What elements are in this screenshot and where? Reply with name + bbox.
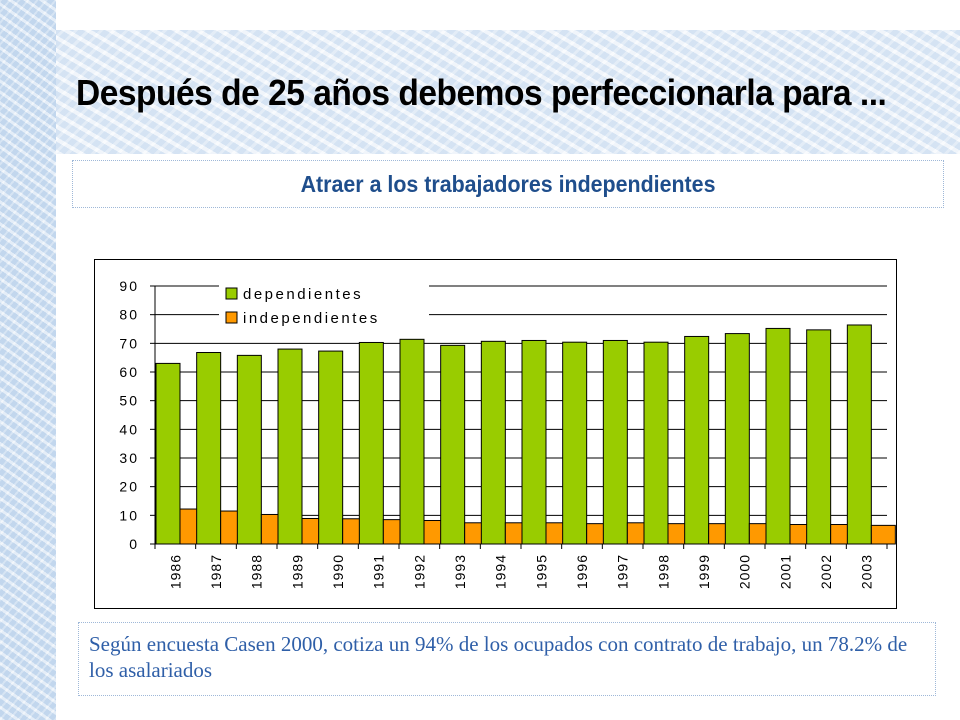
- x-tick-label: 1993: [452, 554, 468, 589]
- title-band: [56, 30, 960, 154]
- bar-dependientes-1991: [358, 341, 384, 545]
- legend-label-independientes: independientes: [243, 310, 380, 327]
- x-tick-label: 2003: [859, 554, 875, 589]
- bar-dependientes-1992: [399, 338, 425, 545]
- bar-dependientes-1990: [318, 350, 344, 545]
- x-tick-label: 1999: [696, 554, 712, 589]
- y-tick-label: 30: [119, 450, 139, 466]
- x-tick-label: 1986: [167, 554, 183, 589]
- x-tick-label: 1996: [574, 554, 590, 589]
- page-title: Después de 25 años debemos perfeccionarl…: [76, 72, 887, 113]
- x-tick-label: 1992: [411, 554, 427, 589]
- legend-box: [219, 280, 429, 328]
- y-tick-label: 0: [129, 536, 139, 552]
- bar-dependientes-2003: [846, 324, 872, 545]
- legend-label-dependientes: dependientes: [243, 286, 363, 303]
- y-tick-label: 80: [119, 307, 139, 323]
- legend-swatch-dependientes: [225, 287, 238, 300]
- x-tick-label: 1997: [615, 554, 631, 589]
- left-decorative-texture: [0, 0, 56, 720]
- bar-dependientes-1988: [236, 354, 262, 545]
- y-tick-label: 90: [119, 278, 139, 294]
- y-tick-label: 70: [119, 335, 139, 351]
- x-tick-label: 2002: [818, 554, 834, 589]
- x-tick-label: 2001: [777, 554, 793, 589]
- chart-frame: 0 10 20 30 40 50 60 70 80 90 1986 1987 1988 1989 1990 1…: [94, 259, 897, 609]
- note-box: Según encuesta Casen 2000, cotiza un 94%…: [78, 622, 936, 696]
- bar-dependientes-1998: [643, 341, 669, 545]
- y-tick-label: 50: [119, 393, 139, 409]
- y-tick-label: 40: [119, 421, 139, 437]
- note-text: Según encuesta Casen 2000, cotiza un 94%…: [89, 632, 908, 682]
- x-tick-label: 1988: [249, 554, 265, 589]
- bar-dependientes-1999: [684, 335, 710, 545]
- bar-dependientes-2002: [806, 329, 832, 545]
- bar-dependientes-1986: [155, 362, 181, 545]
- bar-dependientes-1995: [521, 339, 547, 545]
- bar-dependientes-2001: [765, 327, 791, 545]
- legend-swatch-independientes: [225, 311, 238, 324]
- bar-independientes-2003: [870, 524, 896, 545]
- bar-dependientes-2000: [724, 333, 750, 545]
- x-tick-label: 1995: [533, 554, 549, 589]
- bar-dependientes-1997: [602, 339, 628, 545]
- subtitle-box: Atraer a los trabajadores independientes: [72, 160, 944, 208]
- bar-dependientes-1987: [196, 352, 222, 545]
- bar-dependientes-1994: [480, 340, 506, 545]
- subtitle: Atraer a los trabajadores independientes: [300, 170, 716, 197]
- x-tick-label: 1989: [289, 554, 305, 589]
- y-tick-label: 10: [119, 507, 139, 523]
- x-tick-label: 2000: [737, 554, 753, 589]
- bar-chart: 0 10 20 30 40 50 60 70 80 90 1986 1987 1988 1989 1990 1…: [119, 278, 896, 589]
- bar-dependientes-1993: [440, 344, 466, 545]
- bar-dependientes-1989: [277, 348, 303, 545]
- x-tick-label: 1994: [493, 554, 509, 589]
- x-tick-label: 1998: [655, 554, 671, 589]
- bar-dependientes-1996: [562, 341, 588, 545]
- y-tick-label: 20: [119, 479, 139, 495]
- y-tick-label: 60: [119, 364, 139, 380]
- x-tick-label: 1990: [330, 554, 346, 589]
- x-tick-label: 1991: [371, 554, 387, 589]
- x-tick-label: 1987: [208, 554, 224, 589]
